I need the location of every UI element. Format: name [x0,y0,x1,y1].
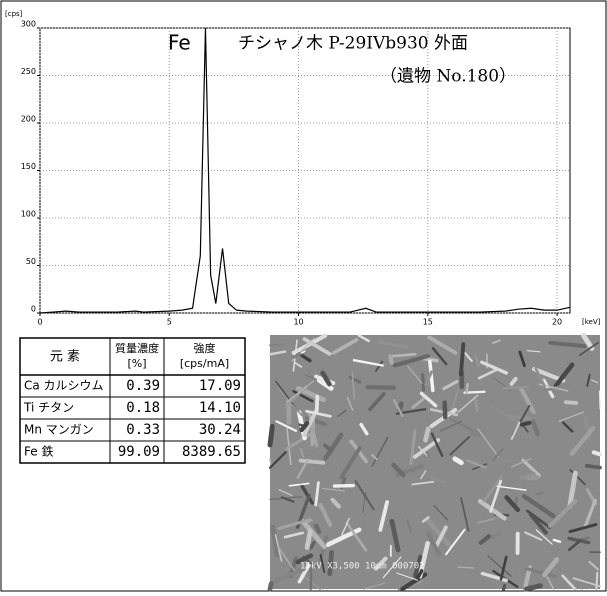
x-tick-label: 10 [293,318,303,327]
texture [317,397,318,411]
x-tick-label: 5 [167,318,172,327]
y-tick-label: 100 [21,210,36,219]
table-cell: 14.10 [199,400,241,416]
table-cell: Ti チタン [23,401,74,415]
texture [527,586,541,589]
texture [455,459,461,463]
texture [528,477,537,478]
texture [307,532,310,548]
texture [270,584,271,589]
texture [334,486,353,487]
table-cell: 17.09 [199,378,241,394]
texture [461,344,463,374]
y-tick-label: 300 [21,20,36,29]
peak-label: Fe [168,31,191,55]
texture [522,423,530,425]
texture [270,426,272,445]
texture [566,402,577,403]
sample-number: （遺物 No.180） [380,67,516,87]
texture [504,586,505,589]
y-tick-label: 0 [31,305,36,314]
header-cell: [cps/mA] [180,357,229,370]
y-tick-label: 50 [26,257,36,266]
x-tick-label: 15 [423,318,433,327]
table-cell: 30.24 [199,422,241,438]
y-tick-label: 250 [21,67,36,76]
x-tick-label: 20 [552,318,562,327]
y-tick-label: 150 [21,162,36,171]
texture [316,526,319,532]
texture [515,498,516,505]
table-cell: 0.39 [126,378,160,394]
texture [433,565,439,566]
texture [390,356,392,362]
texture [270,459,271,465]
texture [368,387,394,388]
table-cell: 8389.65 [182,444,241,460]
table-cell: Ca カルシウム [24,379,104,393]
texture [594,452,600,454]
sem-image: 15kV X3,500 10μm 000707 [270,335,600,589]
header-cell: 元 素 [50,350,80,365]
texture [503,387,528,389]
texture [301,461,324,463]
texture [509,416,530,418]
header-cell: 強度 [194,341,216,355]
x-tick-label: 0 [37,318,42,327]
texture [471,433,481,436]
texture [423,375,424,390]
texture [425,429,428,440]
texture [587,466,600,468]
y-unit: [cps] [5,10,23,18]
texture [596,573,597,589]
texture [599,391,600,409]
table-cell: Fe 鉄 [24,444,53,459]
texture [270,344,282,345]
table-cell: 99.09 [118,444,160,460]
y-tick-label: 200 [21,115,36,124]
texture [571,433,577,434]
sample-label: チシャノ木 P-29IVb930 外面 [238,34,468,54]
table-cell: 0.33 [126,422,160,438]
header-cell: 質量濃度 [115,341,159,355]
x-unit: [keV] [582,318,601,326]
texture [466,384,467,393]
header-cell: [%] [127,357,146,370]
table-cell: Mn マンガン [24,423,94,437]
texture [445,403,446,417]
table-cell: 0.18 [126,400,160,416]
image-caption: 15kV X3,500 10μm 000707 [300,562,425,572]
